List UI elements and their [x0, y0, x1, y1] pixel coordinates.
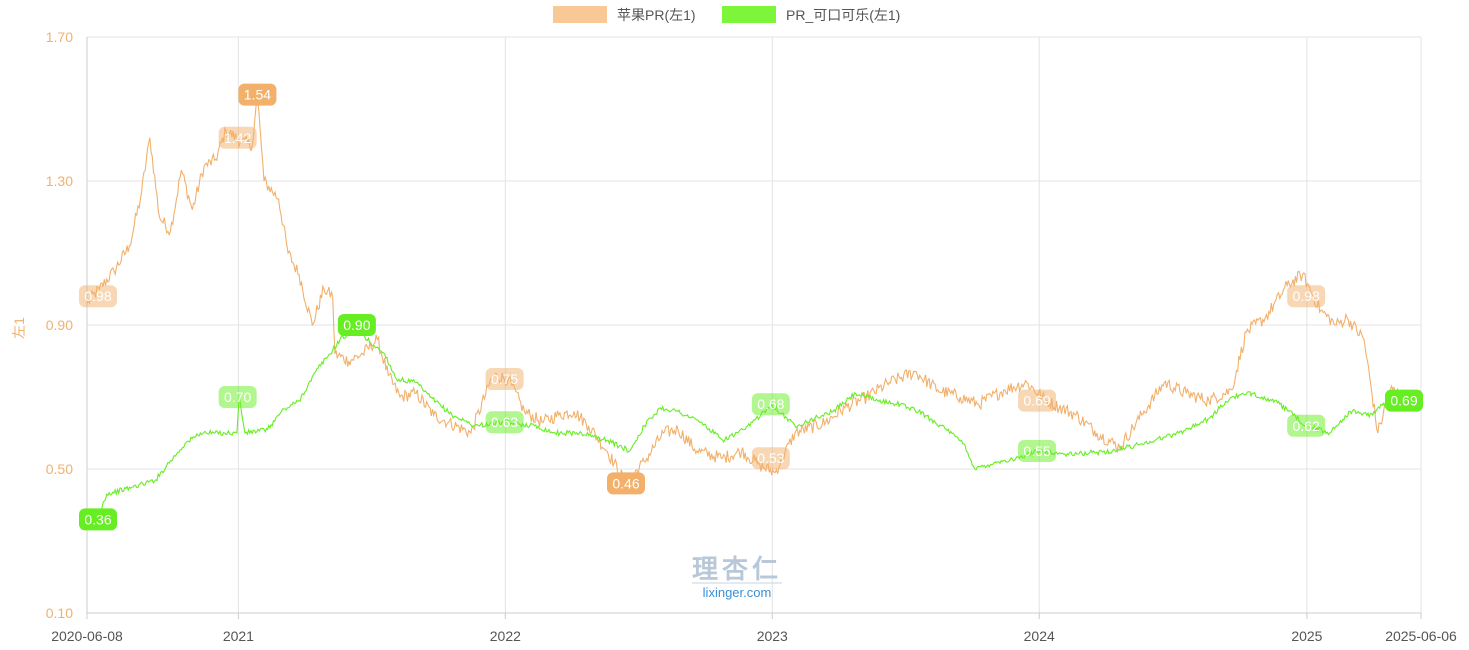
data-label-text: 0.63: [491, 414, 518, 430]
data-label-text: 0.75: [491, 371, 518, 387]
x-tick-label: 2025-06-06: [1385, 628, 1457, 644]
legend: 苹果PR(左1) PR_可口可乐(左1): [553, 6, 900, 23]
data-label-text: 0.46: [612, 475, 639, 491]
data-label-text: 0.53: [757, 450, 784, 466]
data-label: 1.54: [238, 83, 277, 106]
axes: 0.10 0.50 0.90 1.30 1.70 2020-06-08 2021 2022 20…: [11, 29, 1457, 644]
data-label-text: 1.54: [244, 87, 271, 103]
data-label: 0.98: [1287, 285, 1326, 308]
data-label-bg: [79, 285, 117, 308]
data-label-text: 0.98: [84, 288, 111, 304]
data-label: 0.62: [1287, 414, 1326, 437]
data-label-bg: [218, 386, 257, 408]
y-tick-label: 1.70: [46, 29, 73, 45]
data-label-bg: [1018, 440, 1057, 462]
x-tick-label: 2023: [757, 628, 788, 644]
x-tick-label: 2024: [1024, 628, 1055, 644]
data-label: 0.55: [1018, 440, 1057, 462]
data-label-bg: [337, 314, 376, 336]
legend-swatch: [722, 6, 776, 23]
data-label: 0.68: [751, 393, 790, 416]
watermark: 理杏仁 lixinger.com: [692, 555, 782, 600]
x-tick-label: 2025: [1291, 628, 1322, 644]
data-label-text: 0.69: [1390, 393, 1417, 409]
data-label-text: 0.98: [1293, 288, 1320, 304]
y-axis-title: 左1: [11, 317, 27, 339]
y-tick-label: 0.10: [46, 605, 73, 621]
data-label: 0.98: [79, 285, 117, 308]
data-label: 0.63: [485, 411, 524, 434]
x-tick-label: 2020-06-08: [51, 628, 123, 644]
data-label-text: 0.69: [1023, 393, 1050, 409]
data-label: 0.69: [1018, 389, 1057, 412]
data-label-bg: [485, 411, 524, 434]
y-tick-label: 1.30: [46, 173, 73, 189]
y-tick-label: 0.90: [46, 317, 73, 333]
data-label-bg: [485, 368, 524, 390]
legend-label: 苹果PR(左1): [617, 7, 696, 23]
data-label-text: 0.55: [1023, 443, 1050, 459]
data-label: 0.75: [485, 368, 524, 390]
x-tick-label: 2022: [490, 628, 521, 644]
data-label-text: 0.62: [1293, 418, 1320, 434]
watermark-logo-text: 理杏仁: [692, 555, 782, 585]
data-label-bg: [1385, 389, 1423, 412]
data-label-bg: [1287, 414, 1326, 437]
data-label-bg: [607, 472, 646, 495]
data-label-text: 0.36: [84, 511, 111, 527]
data-label-text: 0.70: [224, 389, 251, 405]
data-label-text: 0.90: [343, 317, 370, 333]
watermark-url-text: lixinger.com: [703, 585, 772, 600]
data-label: 1.42: [218, 126, 257, 149]
data-label-bg: [79, 508, 117, 531]
data-label-bg: [238, 83, 277, 106]
y-tick-label: 0.50: [46, 461, 73, 477]
data-label-bg: [1287, 285, 1326, 308]
grid: [87, 36, 1422, 614]
series-line: [86, 325, 1422, 520]
data-label: 0.46: [607, 472, 646, 495]
data-label-bg: [218, 126, 257, 149]
data-label-bg: [1018, 389, 1057, 412]
data-label-bg: [751, 447, 790, 470]
data-label: 0.36: [79, 508, 117, 531]
x-tick-label: 2021: [223, 628, 254, 644]
data-label: 0.90: [337, 314, 376, 336]
legend-swatch: [553, 6, 607, 23]
data-label: 0.53: [751, 447, 790, 470]
data-label: 0.69: [1385, 389, 1423, 412]
series-line: [86, 94, 1422, 487]
data-label-text: 0.68: [757, 396, 784, 412]
data-label-bg: [751, 393, 790, 416]
data-label-text: 1.42: [224, 130, 251, 146]
data-labels: 0.98 1.42 1.54 0.75 0.46 0.53 0.69 0.98 0.36 0.70…: [79, 83, 1423, 531]
legend-label: PR_可口可乐(左1): [786, 7, 900, 23]
data-label: 0.70: [218, 386, 257, 408]
